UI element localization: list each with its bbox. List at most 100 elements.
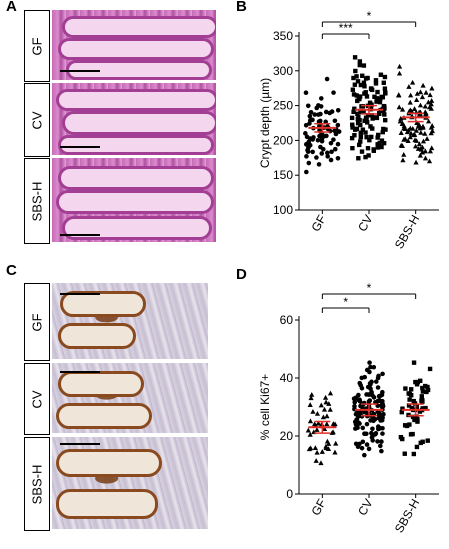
data-point (373, 431, 379, 436)
data-point (380, 95, 386, 100)
significance-label: *** (339, 21, 353, 35)
data-point (413, 97, 420, 103)
data-point (383, 117, 388, 123)
data-point (327, 406, 333, 412)
data-point (422, 103, 428, 109)
data-point (307, 431, 313, 437)
data-point (306, 160, 312, 166)
data-point (360, 439, 366, 445)
data-point (412, 417, 417, 423)
data-point (331, 90, 336, 95)
data-point (375, 135, 380, 140)
y-tick-label: 40 (280, 371, 294, 385)
data-point (366, 446, 372, 452)
data-point (406, 403, 412, 408)
data-point (322, 394, 329, 400)
data-point (335, 107, 341, 113)
data-point (368, 364, 373, 370)
y-axis-title: Crypt depth (µm) (258, 78, 272, 168)
data-point (375, 132, 381, 138)
data-point (410, 414, 416, 420)
data-point (329, 149, 334, 155)
data-point (396, 104, 402, 110)
label-c-gf: GF (24, 283, 50, 361)
data-point (336, 129, 342, 134)
data-point (419, 394, 424, 399)
data-point (400, 406, 405, 411)
data-point (335, 155, 341, 161)
data-point (357, 62, 362, 68)
data-point (357, 59, 363, 64)
data-point (311, 421, 318, 427)
data-point (318, 460, 324, 466)
data-point (320, 414, 326, 420)
data-point (313, 458, 319, 463)
data-point (325, 446, 332, 451)
data-point (356, 397, 361, 403)
data-point (378, 96, 383, 101)
data-point (324, 413, 330, 419)
data-point (422, 155, 429, 161)
data-point (374, 115, 380, 121)
data-point (308, 445, 314, 451)
data-point (312, 112, 318, 117)
data-point (379, 448, 384, 454)
data-point (357, 411, 363, 416)
data-point (402, 451, 407, 456)
data-point (307, 142, 313, 148)
data-point (420, 123, 426, 129)
data-point (308, 395, 314, 401)
data-point (429, 85, 435, 91)
chart-ki67: 0 20 40 60 % cell Ki67+ GF CV SBS-H * * (258, 281, 439, 535)
data-point (349, 135, 355, 141)
data-point (323, 399, 329, 405)
data-point (350, 122, 355, 127)
data-point (407, 397, 412, 402)
data-point (382, 86, 388, 91)
data-point (372, 94, 377, 99)
data-point (371, 415, 376, 421)
data-point (378, 398, 384, 404)
data-point (326, 401, 332, 406)
data-point (406, 84, 412, 89)
data-point (359, 149, 365, 154)
data-point (352, 399, 358, 405)
data-point (417, 102, 424, 108)
data-point (377, 140, 382, 146)
data-point (425, 438, 430, 443)
data-point (356, 114, 361, 120)
data-point (398, 130, 404, 135)
data-point (401, 123, 407, 129)
data-point (382, 112, 387, 117)
data-point (398, 434, 404, 440)
data-point (407, 125, 413, 131)
data-point (307, 113, 313, 119)
data-point (412, 143, 419, 149)
data-point (354, 417, 359, 422)
data-point (356, 156, 361, 161)
data-point (428, 124, 434, 130)
data-point (399, 106, 406, 112)
data-point (420, 398, 425, 403)
x-tick-label: GF (308, 213, 328, 234)
data-point (364, 94, 370, 99)
label-a-sbsh: SBS-H (24, 158, 50, 244)
panel-letter-b: B (236, 0, 247, 15)
data-point (355, 98, 360, 104)
scale-bar-a-gf (60, 70, 100, 72)
data-point (307, 418, 314, 424)
data-point (425, 387, 431, 393)
data-point (420, 82, 426, 88)
data-point (402, 126, 408, 131)
data-point (308, 109, 314, 115)
data-point (419, 94, 426, 100)
y-tick-label: 0 (286, 487, 293, 501)
data-point (429, 145, 435, 151)
data-point (335, 141, 341, 147)
data-point (358, 139, 363, 144)
data-point (354, 74, 359, 79)
data-point (318, 402, 324, 408)
significance-label: * (367, 281, 372, 295)
data-point (408, 387, 414, 392)
data-point (360, 127, 366, 132)
